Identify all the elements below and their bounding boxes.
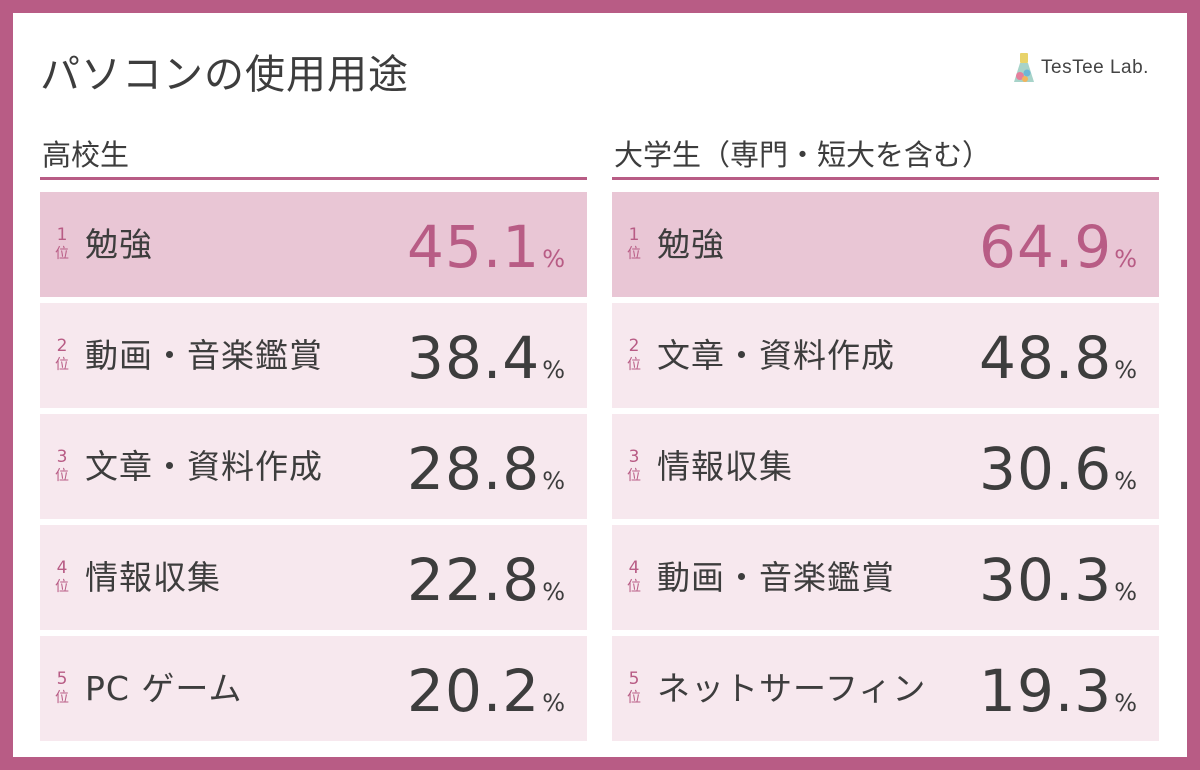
column-header: 高校生: [40, 133, 587, 180]
percentage-number: 48.8: [979, 324, 1113, 392]
rank-number: 2: [56, 336, 68, 356]
percent-unit: %: [1114, 356, 1137, 384]
percent-unit: %: [1114, 245, 1137, 273]
logo-text: TesTee Lab.: [1041, 57, 1149, 78]
percent-unit: %: [542, 578, 565, 606]
rank-suffix: 位: [55, 579, 69, 595]
usage-label: 情報収集: [657, 447, 793, 486]
rank-number: 3: [56, 447, 68, 467]
rank-suffix: 位: [627, 246, 641, 262]
rank-number: 1: [56, 225, 68, 245]
percent-unit: %: [542, 689, 565, 717]
percent-unit: %: [1114, 467, 1137, 495]
percentage-value: 19.3%: [979, 636, 1137, 741]
rank-number: 4: [628, 558, 640, 578]
page-title: パソコンの使用用途: [40, 52, 409, 98]
percent-unit: %: [1114, 689, 1137, 717]
usage-label: 文章・資料作成: [657, 336, 895, 375]
rank-suffix: 位: [627, 579, 641, 595]
percentage-number: 30.6: [979, 435, 1113, 503]
percentage-value: 48.8%: [979, 303, 1137, 408]
percentage-value: 45.1%: [407, 192, 565, 297]
percentage-value: 22.8%: [407, 525, 565, 630]
rank-suffix: 位: [627, 357, 641, 373]
percentage-number: 19.3: [979, 657, 1113, 725]
percentage-number: 22.8: [407, 546, 541, 614]
usage-label: 動画・音楽鑑賞: [85, 336, 323, 375]
usage-label: ネットサーフィン: [657, 669, 927, 708]
rank-number: 5: [56, 669, 68, 689]
percentage-number: 20.2: [407, 657, 541, 725]
rank-suffix: 位: [55, 357, 69, 373]
usage-label: 動画・音楽鑑賞: [657, 558, 895, 597]
percent-unit: %: [542, 467, 565, 495]
rank-suffix: 位: [55, 246, 69, 262]
percentage-value: 30.6%: [979, 414, 1137, 519]
usage-label: 情報収集: [85, 558, 221, 597]
usage-label: 文章・資料作成: [85, 447, 323, 486]
rank-number: 5: [628, 669, 640, 689]
percentage-number: 28.8: [407, 435, 541, 503]
percentage-number: 45.1: [407, 213, 541, 281]
rank-number: 1: [628, 225, 640, 245]
percentage-value: 28.8%: [407, 414, 565, 519]
percentage-value: 30.3%: [979, 525, 1137, 630]
percentage-value: 38.4%: [407, 303, 565, 408]
flask-logo-icon: [1014, 53, 1034, 82]
percent-unit: %: [1114, 578, 1137, 606]
percentage-number: 64.9: [979, 213, 1113, 281]
column-header: 大学生（専門・短大を含む）: [612, 133, 1159, 180]
usage-label: 勉強: [85, 225, 153, 264]
percent-unit: %: [542, 245, 565, 273]
rank-suffix: 位: [627, 468, 641, 484]
rank-suffix: 位: [55, 690, 69, 706]
usage-label: 勉強: [657, 225, 725, 264]
percent-unit: %: [542, 356, 565, 384]
usage-label: PC ゲーム: [85, 669, 243, 708]
percentage-number: 38.4: [407, 324, 541, 392]
percentage-value: 20.2%: [407, 636, 565, 741]
brand-logo: TesTee Lab.: [1013, 51, 1149, 85]
rank-suffix: 位: [627, 690, 641, 706]
rank-number: 4: [56, 558, 68, 578]
rank-suffix: 位: [55, 468, 69, 484]
rank-number: 3: [628, 447, 640, 467]
percentage-value: 64.9%: [979, 192, 1137, 297]
percentage-number: 30.3: [979, 546, 1113, 614]
rank-number: 2: [628, 336, 640, 356]
